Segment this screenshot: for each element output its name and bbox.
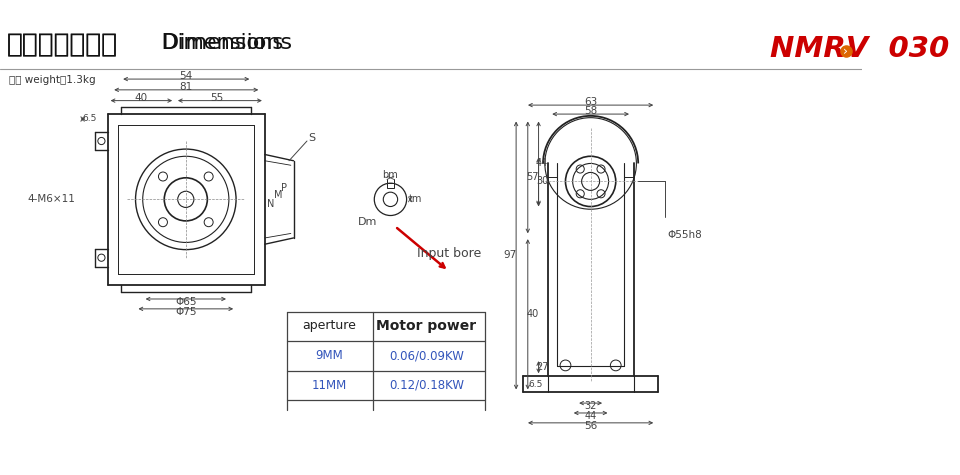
Text: Φ55h8: Φ55h8 bbox=[667, 230, 702, 240]
Text: 减速机外型尺寸: 减速机外型尺寸 bbox=[7, 31, 118, 57]
Text: 32: 32 bbox=[585, 401, 597, 411]
Text: 40: 40 bbox=[134, 93, 148, 103]
Text: 6.5: 6.5 bbox=[83, 114, 97, 123]
Text: Φ75: Φ75 bbox=[175, 306, 197, 316]
Bar bbox=[387, 183, 394, 188]
Text: 81: 81 bbox=[180, 82, 192, 92]
Text: 重量 weight：1.3kg: 重量 weight：1.3kg bbox=[9, 75, 96, 85]
Text: Motor power: Motor power bbox=[376, 319, 476, 333]
Text: 6.5: 6.5 bbox=[529, 380, 543, 389]
Text: 54: 54 bbox=[180, 71, 192, 81]
Text: NMRV  030: NMRV 030 bbox=[770, 35, 949, 63]
Text: 56: 56 bbox=[584, 420, 597, 430]
Text: Dm: Dm bbox=[358, 217, 377, 227]
Text: 0.06/0.09KW: 0.06/0.09KW bbox=[389, 349, 464, 362]
Text: 55: 55 bbox=[210, 93, 224, 103]
Text: ›: › bbox=[843, 45, 848, 58]
Text: 27: 27 bbox=[536, 362, 548, 372]
Text: 44: 44 bbox=[536, 159, 548, 169]
Text: 0.12/0.18KW: 0.12/0.18KW bbox=[389, 379, 464, 392]
Text: tm: tm bbox=[409, 194, 422, 204]
Text: Dimensions: Dimensions bbox=[156, 33, 293, 53]
Text: 63: 63 bbox=[584, 97, 597, 107]
Text: S: S bbox=[308, 133, 315, 143]
Text: 40: 40 bbox=[526, 309, 539, 319]
Text: 减速机外型尺寸: 减速机外型尺寸 bbox=[7, 31, 118, 57]
Text: P: P bbox=[281, 183, 287, 193]
Text: 57: 57 bbox=[526, 172, 539, 182]
Text: Dimensions: Dimensions bbox=[156, 33, 283, 53]
Text: 44: 44 bbox=[585, 411, 597, 421]
Text: Φ65: Φ65 bbox=[175, 297, 197, 307]
Text: N: N bbox=[268, 199, 275, 209]
Text: 4-M6×11: 4-M6×11 bbox=[28, 194, 76, 204]
Text: 30: 30 bbox=[536, 176, 548, 186]
Text: Input bore: Input bore bbox=[418, 247, 482, 260]
Text: 11MM: 11MM bbox=[312, 379, 348, 392]
Text: 9MM: 9MM bbox=[316, 349, 344, 362]
Text: 97: 97 bbox=[503, 250, 516, 260]
Text: M: M bbox=[274, 190, 282, 200]
Text: 58: 58 bbox=[584, 106, 597, 116]
Text: bm: bm bbox=[383, 170, 398, 180]
Text: aperture: aperture bbox=[302, 319, 356, 332]
